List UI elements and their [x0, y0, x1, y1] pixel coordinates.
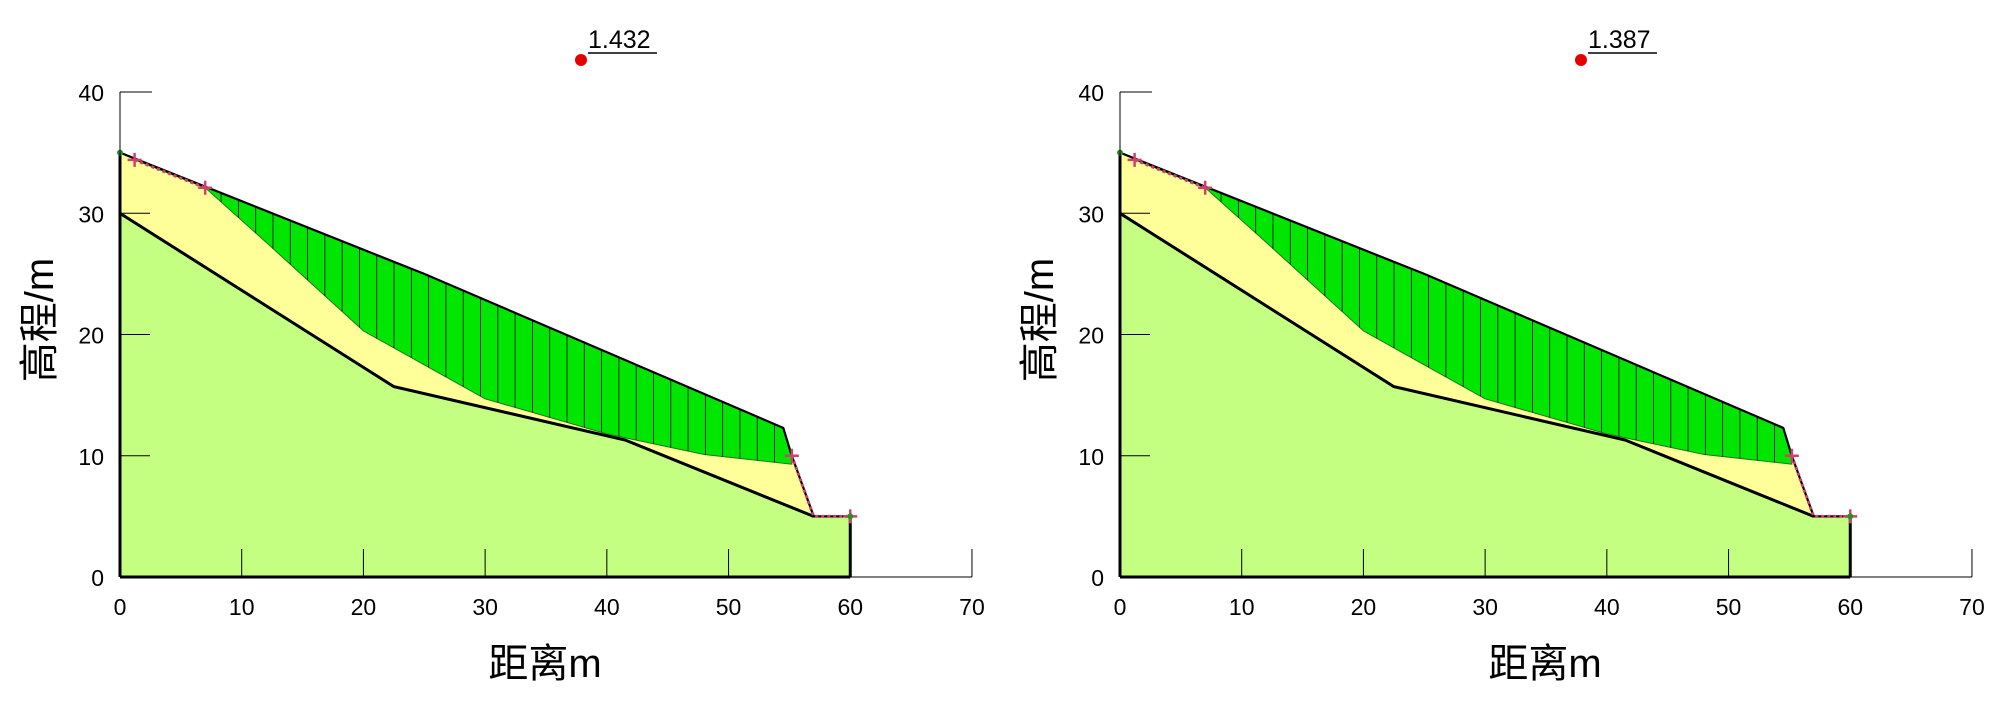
range-marker [198, 180, 213, 195]
entry-range-line [134, 158, 206, 190]
slope-panel-right: 高程/m 0 10 20 30 40 50 60 70 0 10 20 30 40 距离m 1.387 [1000, 0, 2000, 707]
y-tick-label: 10 [78, 444, 104, 470]
slope-diagram-svg: 0 10 20 30 40 50 60 70 0 10 20 30 40 距离m 1.387 [1078, 26, 1985, 686]
slope-diagram-svg: 0 10 20 30 40 50 60 70 0 10 20 30 40 距离m 1.432 [78, 26, 985, 686]
entry-range-line [1134, 158, 1206, 190]
x-tick-label: 60 [837, 594, 863, 620]
y-tick-label: 30 [78, 201, 104, 227]
range-marker [1784, 448, 1799, 463]
slip-center-point [1575, 54, 1587, 66]
x-tick-label: 50 [1716, 594, 1742, 620]
x-tick-label: 70 [1959, 594, 1985, 620]
y-tick-label: 20 [78, 323, 104, 349]
range-marker [127, 152, 142, 167]
soft-layer-boundary [1119, 212, 1815, 518]
y-tick-label: 0 [1091, 565, 1104, 591]
x-tick-label: 30 [472, 594, 498, 620]
range-marker [1127, 152, 1142, 167]
x-tick-label: 10 [229, 594, 255, 620]
x-tick-label: 40 [594, 594, 620, 620]
corner-point [847, 513, 854, 520]
factor-of-safety: 1.387 [1588, 26, 1651, 54]
x-tick-label: 30 [1472, 594, 1498, 620]
bedrock-region [120, 213, 851, 578]
y-tick-label: 30 [1078, 201, 1104, 227]
soft-layer-boundary [119, 212, 815, 518]
range-marker [784, 448, 799, 463]
bedrock-region [1120, 213, 1851, 578]
slip-center-point [575, 54, 587, 66]
x-tick-label: 70 [959, 594, 985, 620]
y-tick-label: 10 [1078, 444, 1104, 470]
x-tick-label: 20 [1351, 594, 1377, 620]
y-tick-label: 40 [1078, 80, 1104, 106]
x-axis-label: 距离m [1488, 642, 1601, 686]
slope-panel-left: 高程/m 0 10 20 30 40 50 60 70 0 10 20 30 40 距离m 1.432 [18, 26, 985, 686]
x-tick-label: 10 [1229, 594, 1255, 620]
x-tick-label: 0 [1114, 594, 1127, 620]
range-marker [1198, 180, 1213, 195]
x-tick-label: 60 [1837, 594, 1863, 620]
y-tick-label: 20 [1078, 323, 1104, 349]
x-tick-label: 50 [716, 594, 742, 620]
x-axis-label: 距离m [488, 642, 601, 686]
x-tick-label: 0 [114, 594, 127, 620]
x-tick-label: 20 [351, 594, 377, 620]
x-tick-label: 40 [1594, 594, 1620, 620]
corner-point [1847, 513, 1854, 520]
y-tick-label: 40 [78, 80, 104, 106]
factor-of-safety: 1.432 [588, 26, 651, 54]
y-tick-label: 0 [91, 565, 104, 591]
